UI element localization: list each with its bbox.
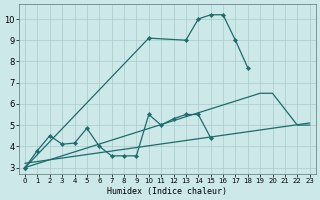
- X-axis label: Humidex (Indice chaleur): Humidex (Indice chaleur): [107, 187, 227, 196]
